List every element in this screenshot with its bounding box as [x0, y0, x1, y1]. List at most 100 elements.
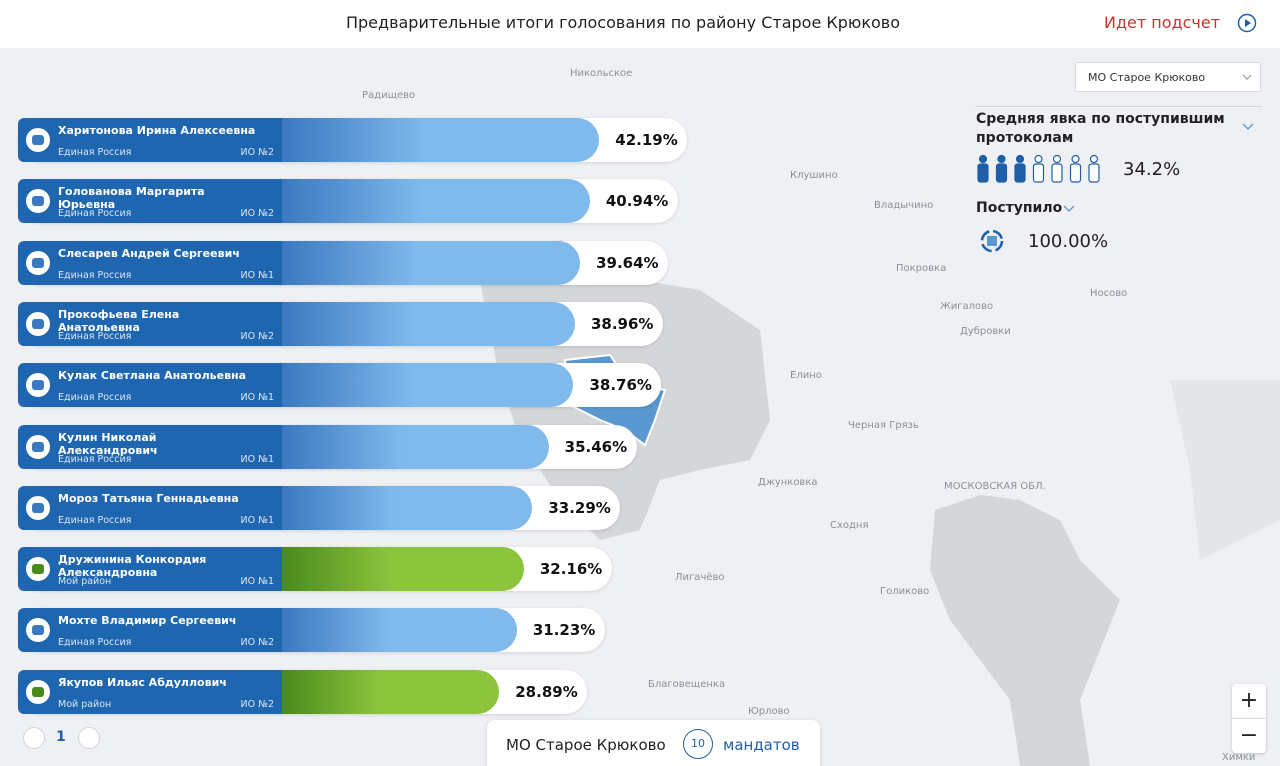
footer-district: МО Старое Крюково	[506, 736, 666, 754]
candidate-card: Дружинина Конкордия Александровна Мой рай…	[18, 547, 282, 592]
party-logo-mark	[32, 441, 44, 452]
percent-label: 32.16%	[539, 560, 603, 579]
district: ИО №1	[240, 392, 274, 404]
map-labels: Радищево Никольское Клушино Владычино Покров…	[362, 68, 1255, 763]
party-name: Единая Россия	[58, 330, 132, 342]
map-label: Радищево	[362, 90, 415, 101]
map-label: Клушино	[790, 170, 838, 181]
chevron[interactable]	[1063, 204, 1075, 214]
party-logo-mark	[32, 625, 44, 636]
person-body	[1088, 163, 1100, 183]
bar	[282, 240, 581, 285]
district-select[interactable]: МО Старое Крюково	[1075, 62, 1261, 92]
party-logo	[26, 557, 50, 582]
mandates-count: 10	[683, 729, 713, 759]
turnout-label: Средняя явка по поступившим протоколам	[976, 111, 1225, 146]
candidate-card: Слесарев Андрей Сергеевич Единая Россия ИО…	[18, 240, 282, 285]
party-logo	[26, 189, 50, 214]
candidate-card: Якупов Ильяс Абдуллович Мой район ИО №2	[18, 669, 282, 714]
candidate-name: Слесарев Андрей Сергеевич	[58, 246, 240, 260]
play-button[interactable]	[1237, 13, 1257, 33]
mandates-label: мандатов	[723, 736, 800, 754]
map-region	[930, 495, 1120, 766]
map-label: Жигалово	[940, 301, 993, 312]
party-name: Единая Россия	[58, 392, 132, 404]
person-icon	[995, 154, 1008, 183]
district: ИО №1	[240, 576, 274, 588]
bar	[282, 179, 590, 224]
map-label: Лигачёво	[675, 572, 724, 583]
person-head	[1089, 154, 1099, 164]
district: ИО №1	[240, 514, 274, 526]
district: ИО №2	[240, 637, 274, 649]
map-label: Носово	[1090, 288, 1127, 299]
header: Предварительные итоги голосования по рай…	[0, 0, 1280, 48]
person-head	[1052, 154, 1062, 164]
person-body	[977, 163, 989, 183]
prev-page[interactable]	[23, 727, 45, 749]
person-icon	[1014, 154, 1026, 183]
party-logo-mark	[32, 502, 44, 513]
map-label: МОСКОВСКАЯ ОБЛ.	[944, 481, 1046, 492]
person-head	[1071, 154, 1080, 164]
person-body	[995, 163, 1008, 183]
party-name: Мой район	[58, 576, 112, 588]
percent-label: 38.96%	[590, 314, 654, 333]
percent-label: 39.64%	[596, 253, 659, 272]
turnout-icons	[977, 154, 1100, 183]
map-label: Голиково	[880, 586, 929, 597]
person-icon	[1069, 154, 1082, 183]
party-logo-mark	[32, 564, 44, 575]
candidate-card: Голованова Маргарита Юрьевна Единая Росси…	[18, 179, 282, 224]
chevron[interactable]	[1242, 122, 1254, 132]
person-head	[1034, 154, 1043, 164]
separator	[975, 106, 1262, 107]
bar	[282, 118, 600, 162]
party-logo	[26, 618, 50, 643]
party-logo-mark	[32, 686, 44, 697]
district: ИО №2	[240, 698, 274, 710]
page-number[interactable]: 1	[56, 729, 66, 745]
person-icon	[1051, 154, 1063, 183]
candidate-card: Мороз Татьяна Геннадьевна Единая Россия ИО…	[18, 485, 282, 530]
bar	[282, 424, 549, 469]
map-region	[1170, 380, 1280, 560]
candidate-name: Прокофьева Елена Анатольевна	[58, 307, 180, 334]
party-name: Единая Россия	[58, 269, 132, 281]
person-head	[997, 154, 1006, 164]
bar	[282, 363, 574, 408]
map-label: Химки	[1222, 752, 1255, 763]
person-head	[1015, 154, 1025, 164]
candidate-name: Кулин Николай Александрович	[58, 430, 158, 457]
party-logo	[26, 250, 50, 275]
mandates-panel: МО Старое Крюково 10 мандатов	[487, 720, 820, 766]
party-logo	[26, 495, 50, 520]
party-logo	[26, 373, 50, 398]
count-status: Идет подсчет	[1104, 13, 1221, 32]
percent-label: 38.76%	[589, 376, 652, 395]
party-logo	[26, 679, 50, 704]
map-label: Благовещенка	[648, 679, 725, 690]
party-name: Единая Россия	[58, 208, 132, 220]
zoom-in[interactable]: +	[1232, 684, 1266, 718]
received-icon	[980, 229, 1004, 253]
party-logo-mark	[32, 135, 44, 145]
percent-label: 33.29%	[548, 498, 611, 517]
candidate-name: Голованова Маргарита Юрьевна	[58, 185, 205, 212]
party-logo-mark	[32, 318, 44, 329]
percent-label: 31.23%	[532, 621, 596, 640]
candidate-name: Мохте Владимир Сергеевич	[58, 614, 237, 628]
bar	[282, 669, 500, 714]
next-page[interactable]	[78, 727, 100, 749]
person-body	[1032, 163, 1045, 183]
candidate-card: Прокофьева Елена Анатольевна Единая Росси…	[18, 301, 282, 346]
person-icon	[1032, 154, 1045, 183]
party-logo-mark	[32, 257, 44, 268]
received-value: 100.00%	[1028, 231, 1109, 252]
person-body	[1069, 163, 1082, 183]
district: ИО №2	[240, 208, 274, 220]
map-label: Юрлово	[748, 706, 790, 717]
zoom-out[interactable]: −	[1232, 718, 1266, 753]
person-body	[1051, 163, 1063, 183]
